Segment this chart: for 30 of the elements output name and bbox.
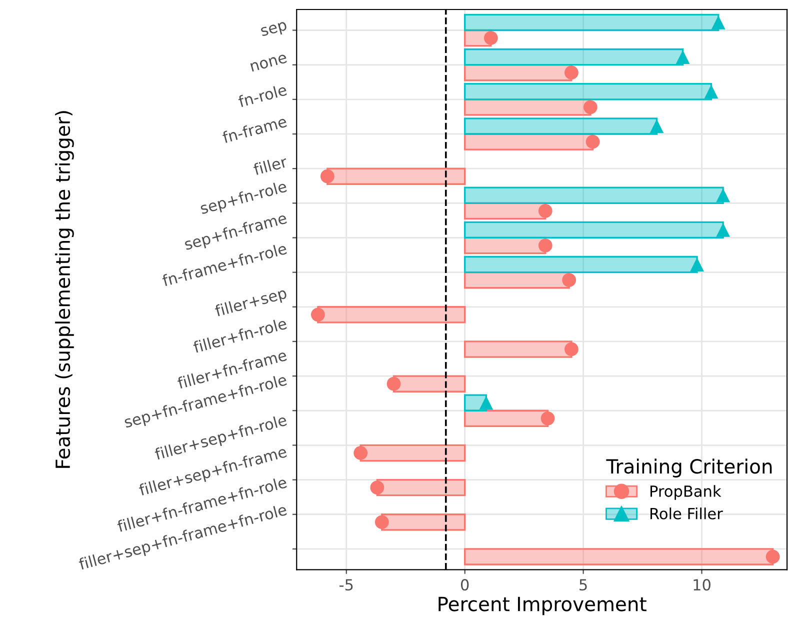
point <box>386 376 401 391</box>
point <box>311 308 325 322</box>
point <box>374 515 389 530</box>
y-tick-label: filler <box>252 155 288 176</box>
point <box>538 204 552 218</box>
legend-label: Role Filler <box>650 508 723 520</box>
y-tick-label: fn-frame <box>222 115 288 144</box>
point <box>586 134 600 149</box>
y-tick-label: none <box>250 54 288 72</box>
point <box>370 480 384 495</box>
point <box>540 411 555 426</box>
x-tick-label: 10 <box>694 578 710 591</box>
point <box>564 66 578 80</box>
legend-title: Training Criterion <box>606 458 772 478</box>
point <box>484 31 498 45</box>
x-tick-label: 5 <box>580 579 587 591</box>
point <box>564 342 578 356</box>
y-tick-label: sep <box>260 21 288 40</box>
point <box>538 238 552 252</box>
y-tick-label: fn-role <box>238 84 288 108</box>
y-axis-title: Features (supplementing the trigger) <box>55 111 74 468</box>
point <box>583 100 598 114</box>
point <box>320 169 334 184</box>
point <box>354 446 368 460</box>
x-tick-label: 0 <box>460 578 469 591</box>
point <box>766 550 780 564</box>
point <box>562 273 576 288</box>
legend-label: PropBank <box>650 485 722 500</box>
x-tick-label: -5 <box>340 579 353 591</box>
x-axis-title: Percent Improvement <box>438 596 646 616</box>
